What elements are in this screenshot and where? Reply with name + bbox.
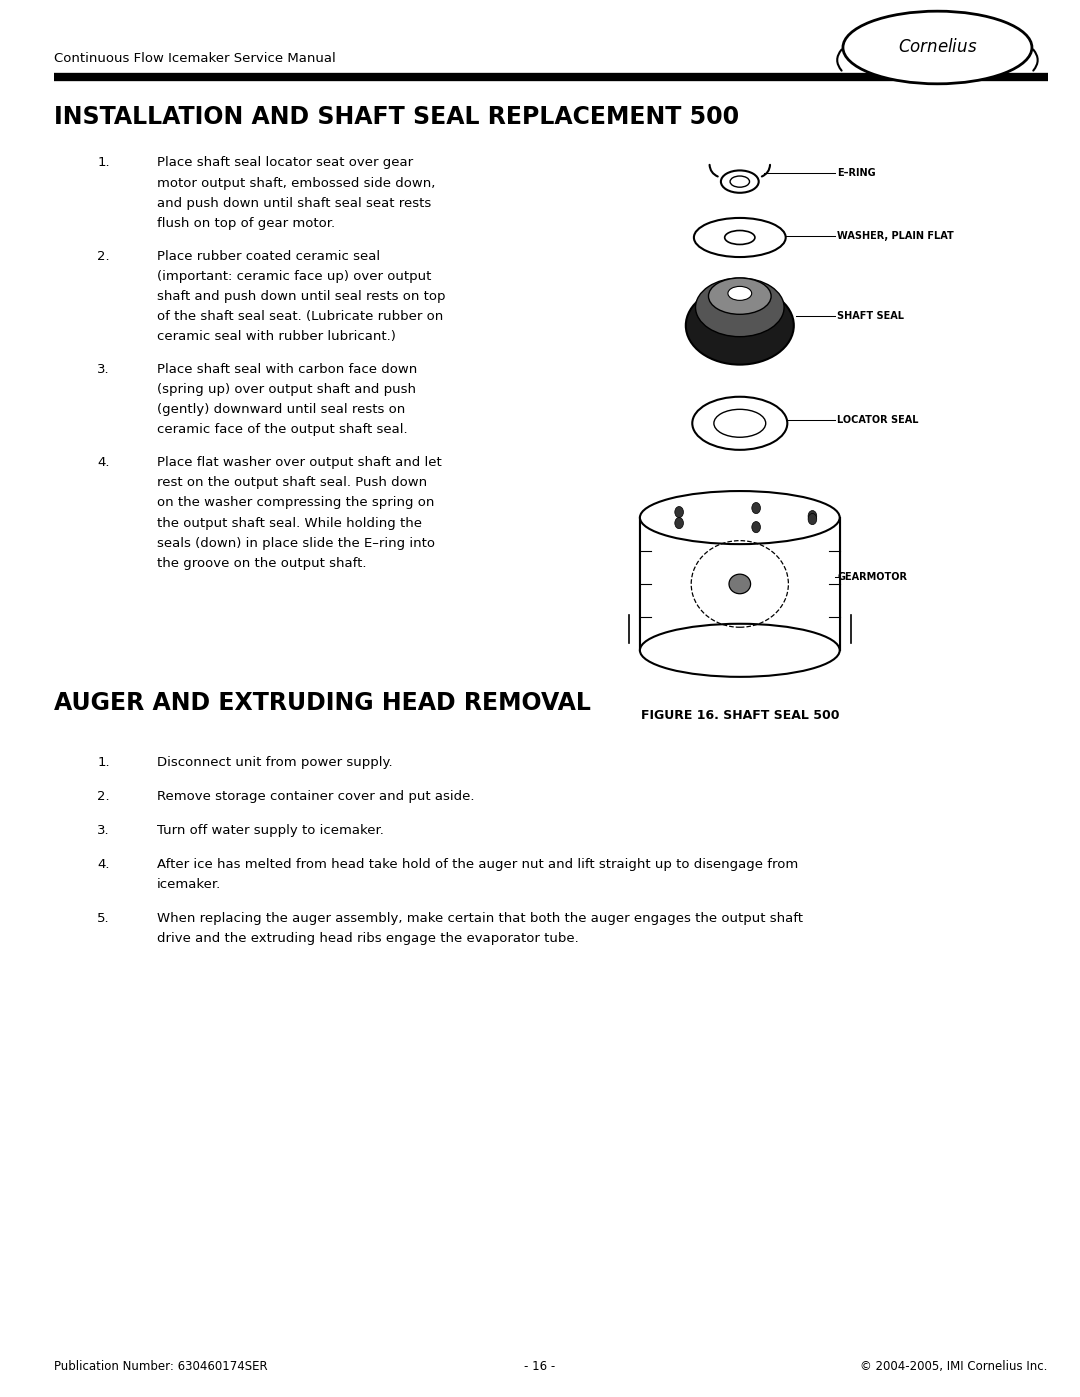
Ellipse shape bbox=[708, 278, 771, 314]
Text: Turn off water supply to icemaker.: Turn off water supply to icemaker. bbox=[157, 824, 383, 837]
Text: ceramic face of the output shaft seal.: ceramic face of the output shaft seal. bbox=[157, 423, 407, 436]
Text: AUGER AND EXTRUDING HEAD REMOVAL: AUGER AND EXTRUDING HEAD REMOVAL bbox=[54, 690, 591, 715]
Text: After ice has melted from head take hold of the auger nut and lift straight up t: After ice has melted from head take hold… bbox=[157, 858, 798, 870]
Ellipse shape bbox=[725, 231, 755, 244]
Text: INSTALLATION AND SHAFT SEAL REPLACEMENT 500: INSTALLATION AND SHAFT SEAL REPLACEMENT … bbox=[54, 105, 739, 130]
Text: of the shaft seal seat. (Lubricate rubber on: of the shaft seal seat. (Lubricate rubbe… bbox=[157, 310, 443, 323]
Text: $\mathit{Cornelius}$: $\mathit{Cornelius}$ bbox=[897, 39, 977, 56]
Circle shape bbox=[752, 521, 760, 532]
Text: 3.: 3. bbox=[97, 363, 110, 376]
Circle shape bbox=[675, 507, 684, 518]
Text: 4.: 4. bbox=[97, 858, 110, 870]
Text: - 16 -: - 16 - bbox=[525, 1359, 555, 1373]
Ellipse shape bbox=[729, 574, 751, 594]
Text: Place shaft seal locator seat over gear: Place shaft seal locator seat over gear bbox=[157, 156, 413, 169]
Text: the groove on the output shaft.: the groove on the output shaft. bbox=[157, 556, 366, 570]
Ellipse shape bbox=[640, 492, 840, 543]
Circle shape bbox=[808, 514, 816, 525]
Text: shaft and push down until seal rests on top: shaft and push down until seal rests on … bbox=[157, 289, 445, 303]
Text: 1.: 1. bbox=[97, 156, 110, 169]
Ellipse shape bbox=[692, 397, 787, 450]
Text: ceramic seal with rubber lubricant.): ceramic seal with rubber lubricant.) bbox=[157, 330, 395, 344]
Text: 4.: 4. bbox=[97, 457, 110, 469]
Text: © 2004-2005, IMI Cornelius Inc.: © 2004-2005, IMI Cornelius Inc. bbox=[861, 1359, 1048, 1373]
Ellipse shape bbox=[686, 286, 794, 365]
Text: rest on the output shaft seal. Push down: rest on the output shaft seal. Push down bbox=[157, 476, 427, 489]
Text: 2.: 2. bbox=[97, 250, 110, 263]
Text: Place shaft seal with carbon face down: Place shaft seal with carbon face down bbox=[157, 363, 417, 376]
Text: the output shaft seal. While holding the: the output shaft seal. While holding the bbox=[157, 517, 421, 529]
Text: WASHER, PLAIN FLAT: WASHER, PLAIN FLAT bbox=[837, 231, 954, 242]
Text: Place rubber coated ceramic seal: Place rubber coated ceramic seal bbox=[157, 250, 380, 263]
Text: motor output shaft, embossed side down,: motor output shaft, embossed side down, bbox=[157, 176, 435, 190]
Text: Place flat washer over output shaft and let: Place flat washer over output shaft and … bbox=[157, 457, 442, 469]
Text: 3.: 3. bbox=[97, 824, 110, 837]
Ellipse shape bbox=[696, 278, 784, 337]
Ellipse shape bbox=[640, 623, 840, 676]
Ellipse shape bbox=[694, 218, 786, 257]
Text: 5.: 5. bbox=[97, 912, 110, 925]
Text: LOCATOR SEAL: LOCATOR SEAL bbox=[837, 415, 918, 426]
Text: Remove storage container cover and put aside.: Remove storage container cover and put a… bbox=[157, 789, 474, 803]
Ellipse shape bbox=[842, 11, 1032, 84]
Text: FIGURE 16. SHAFT SEAL 500: FIGURE 16. SHAFT SEAL 500 bbox=[640, 708, 839, 722]
Text: SHAFT SEAL: SHAFT SEAL bbox=[837, 310, 904, 321]
Text: flush on top of gear motor.: flush on top of gear motor. bbox=[157, 217, 335, 229]
Text: (important: ceramic face up) over output: (important: ceramic face up) over output bbox=[157, 270, 431, 282]
Text: on the washer compressing the spring on: on the washer compressing the spring on bbox=[157, 496, 434, 510]
Ellipse shape bbox=[728, 286, 752, 300]
Text: E–RING: E–RING bbox=[837, 168, 876, 179]
Text: Publication Number: 630460174SER: Publication Number: 630460174SER bbox=[54, 1359, 268, 1373]
Circle shape bbox=[808, 510, 816, 521]
Text: seals (down) in place slide the E–ring into: seals (down) in place slide the E–ring i… bbox=[157, 536, 434, 549]
Text: Continuous Flow Icemaker Service Manual: Continuous Flow Icemaker Service Manual bbox=[54, 52, 336, 66]
Text: 1.: 1. bbox=[97, 756, 110, 768]
Ellipse shape bbox=[714, 409, 766, 437]
Circle shape bbox=[675, 517, 684, 528]
Circle shape bbox=[752, 503, 760, 514]
Text: icemaker.: icemaker. bbox=[157, 877, 220, 891]
Text: and push down until shaft seal seat rests: and push down until shaft seal seat rest… bbox=[157, 197, 431, 210]
Text: (spring up) over output shaft and push: (spring up) over output shaft and push bbox=[157, 383, 416, 397]
FancyBboxPatch shape bbox=[639, 517, 840, 650]
Text: Disconnect unit from power supply.: Disconnect unit from power supply. bbox=[157, 756, 392, 768]
Text: 2.: 2. bbox=[97, 789, 110, 803]
Text: When replacing the auger assembly, make certain that both the auger engages the : When replacing the auger assembly, make … bbox=[157, 912, 802, 925]
Text: drive and the extruding head ribs engage the evaporator tube.: drive and the extruding head ribs engage… bbox=[157, 932, 579, 944]
Text: GEARMOTOR: GEARMOTOR bbox=[837, 571, 907, 583]
Text: (gently) downward until seal rests on: (gently) downward until seal rests on bbox=[157, 404, 405, 416]
Ellipse shape bbox=[730, 176, 750, 187]
